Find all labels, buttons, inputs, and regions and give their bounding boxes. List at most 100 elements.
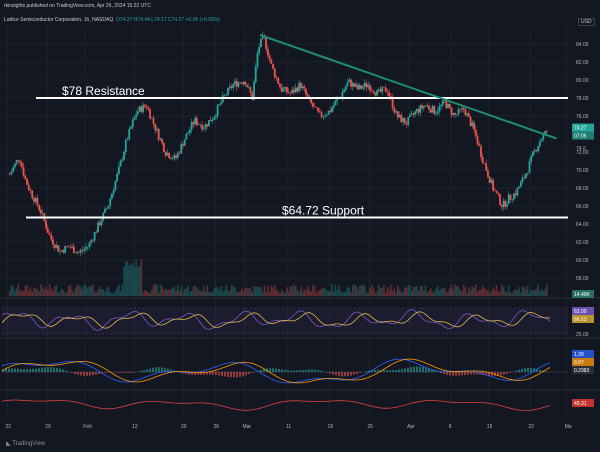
candle-body (48, 232, 51, 236)
volume-bar (24, 286, 27, 296)
histogram-tag-bg (572, 366, 594, 374)
volume-bar (454, 284, 456, 296)
volume-bar (227, 290, 229, 296)
candle-body (332, 105, 335, 108)
candle-body (355, 84, 358, 87)
volume-bar (246, 287, 248, 296)
volume-bar (147, 292, 150, 296)
volume-bar (331, 284, 333, 296)
volume-bar (67, 286, 70, 296)
volume-bar (211, 291, 214, 296)
tradingview-logo[interactable]: ◣ TradingView (6, 440, 45, 447)
candle-body (459, 109, 462, 110)
candle-body (488, 176, 491, 183)
x-tick-label: 26 (214, 424, 220, 430)
macd-histogram-bar (296, 370, 298, 372)
volume-bar (464, 287, 467, 296)
candle-body (381, 87, 384, 92)
macd-histogram-bar (35, 368, 37, 372)
macd-histogram-bar (527, 368, 529, 372)
volume-bar (469, 290, 472, 296)
candle-body (159, 138, 162, 140)
candle-body (292, 89, 295, 93)
volume-bar (431, 291, 434, 296)
volume-bar (410, 290, 413, 296)
macd-histogram-bar (419, 366, 421, 372)
volume-bar (40, 284, 42, 296)
volume-bar (152, 285, 155, 296)
candle-body (86, 246, 89, 248)
macd-histogram-bar (284, 369, 286, 372)
macd-histogram-bar (491, 372, 493, 376)
candle-body (511, 199, 514, 201)
macd-histogram-bar (167, 368, 169, 372)
volume-bar (364, 286, 366, 296)
candle-body (213, 117, 216, 120)
candle-body (502, 200, 505, 208)
macd-histogram-bar (200, 372, 202, 375)
volume-bar (213, 288, 215, 296)
macd-tag: 1.39 (574, 352, 584, 358)
x-tick-label: 18 (328, 424, 334, 430)
volume-bar (339, 290, 342, 296)
volume-bar (104, 291, 106, 296)
candle-body (143, 104, 146, 107)
volume-bar (351, 285, 354, 296)
volume-bar (310, 291, 312, 296)
candle-body (128, 128, 131, 140)
macd-histogram-bar (74, 372, 76, 375)
macd-histogram-bar (239, 372, 241, 377)
macd-histogram-bar (197, 372, 199, 375)
macd-histogram-bar (509, 372, 511, 373)
candle-body (506, 203, 508, 207)
volume-bar (516, 290, 519, 296)
volume-bar (412, 286, 415, 296)
volume-bar (414, 287, 416, 296)
candle-body (161, 138, 164, 144)
volume-bar (265, 291, 267, 296)
volume-tag: 14.49K (574, 292, 591, 298)
candle-body (343, 89, 346, 93)
macd-histogram-bar (305, 369, 307, 372)
candle-body (370, 90, 373, 92)
volume-bar (149, 292, 151, 296)
volume-bar (533, 290, 536, 296)
volume-bar (312, 284, 314, 296)
macd-histogram-bar (170, 369, 172, 372)
macd-histogram-bar (71, 372, 73, 373)
annotation-label: $78 Resistance (62, 84, 145, 98)
candle-body (12, 167, 15, 172)
volume-bar (170, 289, 172, 296)
candle-body (523, 177, 526, 179)
macd-histogram-bar (365, 371, 367, 372)
macd-histogram-bar (401, 369, 403, 372)
volume-bar (324, 288, 326, 296)
x-tick-label: 15 (487, 424, 493, 430)
volume-bar (471, 286, 474, 296)
volume-bar (348, 287, 351, 296)
volume-bar (8, 290, 11, 296)
currency-button[interactable]: USD (578, 18, 595, 26)
candle-body (50, 235, 53, 240)
volume-bar (34, 288, 37, 296)
candle-body (260, 38, 262, 47)
y-tick-label: 60.00 (576, 258, 589, 264)
macd-histogram-bar (233, 372, 235, 378)
macd-histogram-bar (536, 368, 538, 372)
candle-body (34, 197, 37, 202)
volume-bar (225, 284, 228, 296)
volume-bar (452, 289, 455, 296)
volume-bar (518, 286, 520, 296)
candle-body (69, 247, 72, 248)
candle-body (240, 82, 243, 84)
volume-bar (204, 292, 207, 296)
volume-bar (461, 290, 463, 296)
volume-bar (53, 286, 56, 296)
volume-bar (41, 287, 44, 296)
candle-body (225, 94, 228, 96)
macd-histogram-bar (20, 368, 22, 372)
candle-body (348, 79, 351, 83)
candle-body (525, 174, 527, 179)
last-price-tag: 74.27 (574, 126, 587, 132)
